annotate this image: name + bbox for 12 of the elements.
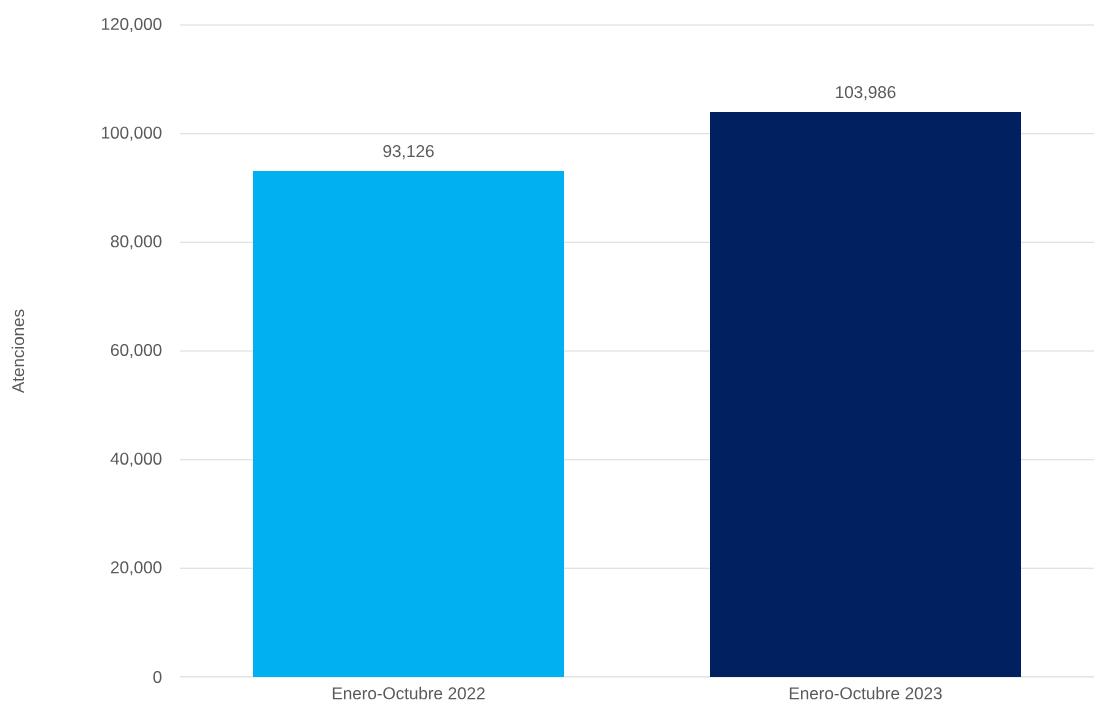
y-tick-label: 120,000 bbox=[101, 17, 162, 33]
y-tick-label: 60,000 bbox=[111, 343, 162, 359]
y-tick-label: 40,000 bbox=[110, 452, 162, 467]
y-tick-label: 0 bbox=[153, 670, 162, 684]
x-tick-label: Enero-Octubre 2023 bbox=[789, 686, 942, 700]
y-tick-label: 100,000 bbox=[101, 126, 162, 141]
data-label: 103,986 bbox=[836, 86, 896, 101]
data-label: 93,126 bbox=[383, 145, 434, 160]
y-axis-title: Atenciones bbox=[11, 309, 25, 394]
y-tick-label: 80,000 bbox=[110, 235, 162, 250]
x-tick-label: Enero-Octubre 2022 bbox=[332, 686, 485, 700]
y-tick-label: 20,000 bbox=[111, 561, 162, 576]
